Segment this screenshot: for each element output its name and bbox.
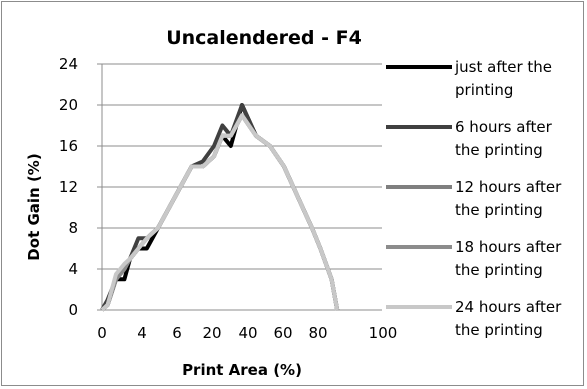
x-tick-label: 20: [202, 324, 221, 342]
x-axis-title: Print Area (%): [182, 361, 302, 379]
x-tick-label: 0: [97, 324, 107, 342]
y-tick-label: 8: [68, 219, 78, 237]
legend-label: just after the: [454, 58, 552, 76]
legend-label: 18 hours after: [455, 238, 562, 256]
x-tick-label: 4: [137, 324, 147, 342]
legend-label: the printing: [455, 141, 543, 159]
chart-title: Uncalendered - F4: [166, 27, 362, 49]
y-tick-label: 20: [59, 96, 78, 114]
y-tick-label: 4: [68, 260, 78, 278]
series-lines: [100, 103, 340, 312]
x-tick-label: 6: [172, 324, 182, 342]
y-tick-label: 0: [68, 301, 78, 319]
x-tick-label: 60: [273, 324, 292, 342]
x-tick-label: 100: [369, 324, 398, 342]
legend-label: the printing: [455, 261, 543, 279]
legend-label: 24 hours after: [455, 298, 562, 316]
legend-label: 6 hours after: [455, 118, 553, 136]
y-tick-label: 16: [59, 137, 78, 155]
legend-label: the printing: [455, 321, 543, 339]
y-tick-label: 12: [59, 178, 78, 196]
legend-label: the printing: [455, 201, 543, 219]
legend-label: 12 hours after: [455, 178, 562, 196]
x-tick-label: 80: [308, 324, 327, 342]
x-tick-label: 40: [238, 324, 257, 342]
legend: just after the printing 6 hours after the p…: [386, 58, 562, 339]
legend-label: printing: [455, 81, 513, 99]
series-line-5: [100, 113, 340, 312]
y-tick-label: 24: [59, 55, 78, 73]
y-axis-title: Dot Gain (%): [25, 153, 43, 260]
tick-labels: 0 4 8 12 16 20 24 0 4 6 20 40 60 80 100: [59, 55, 397, 342]
